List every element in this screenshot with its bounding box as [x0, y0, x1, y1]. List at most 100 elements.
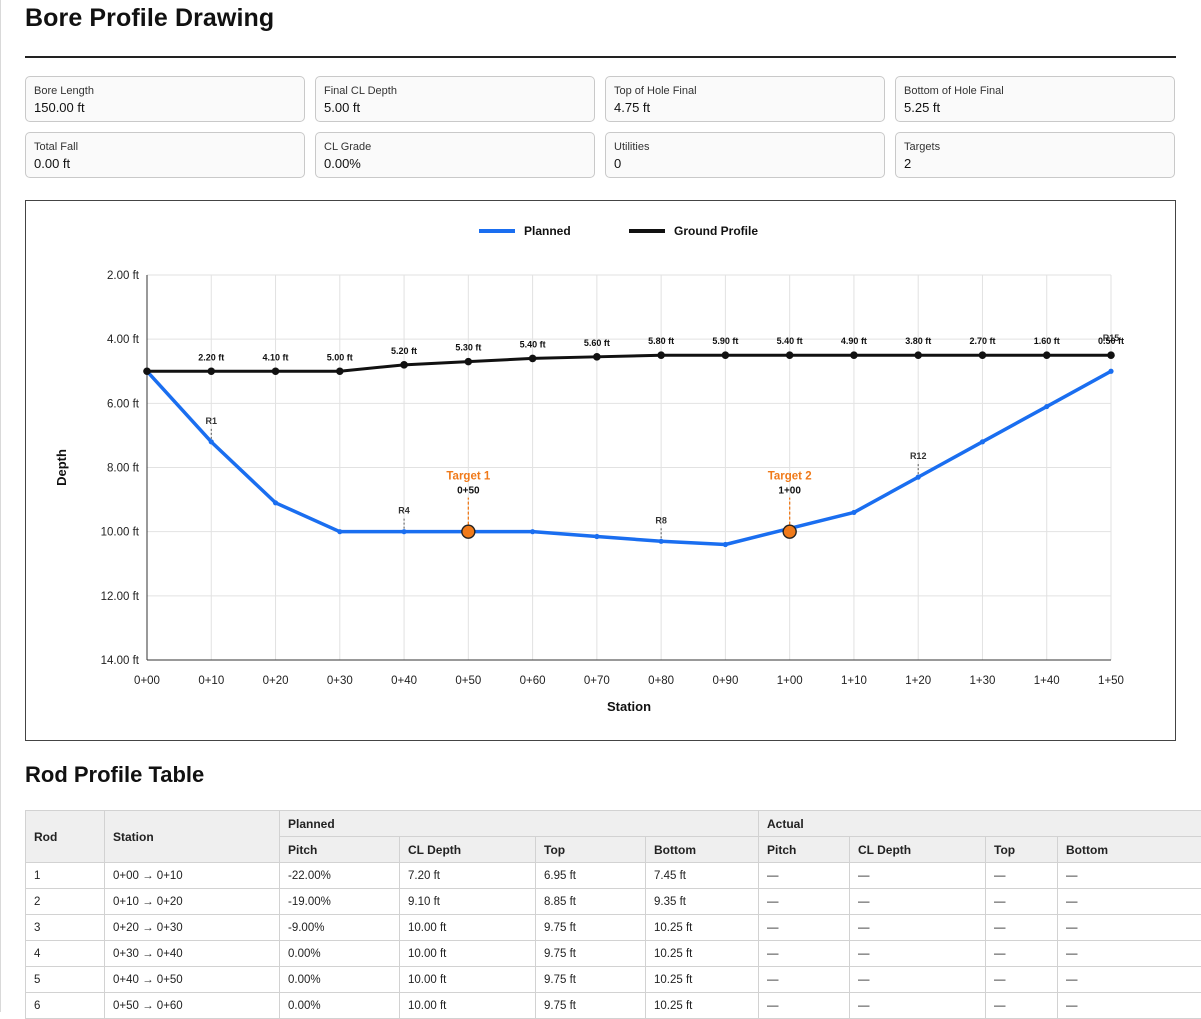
cell-planned-top: 9.75 ft: [536, 967, 646, 993]
y-tick-label: 8.00 ft: [107, 463, 140, 475]
target-marker: [462, 525, 475, 538]
cell-station: 0+30 → 0+40: [105, 941, 280, 967]
cell-planned-bottom: 10.25 ft: [646, 993, 759, 1019]
cell-actual-cl-depth: —: [850, 967, 986, 993]
ground-depth-label: 2.70 ft: [969, 336, 995, 346]
ground-depth-label: 5.60 ft: [584, 338, 610, 348]
ground-profile-point: [657, 351, 665, 359]
header-planned-pitch: Pitch: [280, 837, 400, 863]
x-axis-title: Station: [607, 699, 651, 714]
summary-value: 0.00 ft: [34, 156, 304, 172]
ground-depth-label: 5.90 ft: [712, 336, 738, 346]
ground-depth-label: 4.90 ft: [841, 336, 867, 346]
cell-rod: 3: [26, 915, 105, 941]
ground-profile-point: [272, 367, 280, 375]
cell-rod: 1: [26, 863, 105, 889]
y-tick-label: 10.00 ft: [101, 527, 140, 539]
cell-rod: 6: [26, 993, 105, 1019]
summary-cards: Bore Length 150.00 ft Final CL Depth 5.0…: [25, 76, 1177, 178]
cell-station: 0+00 → 0+10: [105, 863, 280, 889]
planned-point: [1108, 369, 1113, 374]
cell-station: 0+40 → 0+50: [105, 967, 280, 993]
cell-actual-pitch: —: [759, 941, 850, 967]
cell-station: 0+20 → 0+30: [105, 915, 280, 941]
window-left-edge: [0, 0, 1, 1012]
cell-actual-top: —: [986, 889, 1058, 915]
planned-point: [594, 534, 599, 539]
cell-actual-pitch: —: [759, 915, 850, 941]
legend-label: Ground Profile: [674, 224, 758, 238]
x-tick-label: 0+40: [391, 675, 417, 687]
cell-planned-pitch: 0.00%: [280, 967, 400, 993]
target-station-label: 1+00: [778, 486, 801, 497]
cell-actual-cl-depth: —: [850, 863, 986, 889]
cell-planned-bottom: 10.25 ft: [646, 915, 759, 941]
summary-label: Final CL Depth: [324, 85, 594, 98]
cell-rod: 5: [26, 967, 105, 993]
ground-depth-label: 5.40 ft: [777, 336, 803, 346]
planned-point: [851, 510, 856, 515]
cell-planned-cl-depth: 9.10 ft: [400, 889, 536, 915]
ground-depth-label: 1.60 ft: [1034, 336, 1060, 346]
header-actual-pitch: Pitch: [759, 837, 850, 863]
planned-point: [1044, 404, 1049, 409]
cell-rod: 4: [26, 941, 105, 967]
summary-value: 5.25 ft: [904, 100, 1174, 116]
cell-planned-top: 8.85 ft: [536, 889, 646, 915]
legend-label: Planned: [524, 224, 571, 238]
cell-station: 0+50 → 0+60: [105, 993, 280, 1019]
planned-point: [980, 439, 985, 444]
ground-profile-point: [914, 351, 922, 359]
x-tick-label: 1+40: [1034, 675, 1060, 687]
planned-point: [723, 542, 728, 547]
planned-point: [659, 539, 664, 544]
cell-actual-top: —: [986, 967, 1058, 993]
cell-planned-top: 9.75 ft: [536, 915, 646, 941]
cell-planned-cl-depth: 10.00 ft: [400, 915, 536, 941]
cell-rod: 2: [26, 889, 105, 915]
summary-card-total-fall: Total Fall 0.00 ft: [25, 132, 305, 178]
cell-planned-bottom: 7.45 ft: [646, 863, 759, 889]
x-tick-label: 0+20: [263, 675, 289, 687]
header-actual-group: Actual: [759, 811, 1201, 837]
y-tick-label: 14.00 ft: [101, 655, 140, 667]
planned-point: [530, 529, 535, 534]
cell-actual-cl-depth: —: [850, 889, 986, 915]
ground-depth-label: 4.10 ft: [263, 352, 289, 362]
cell-actual-cl-depth: —: [850, 915, 986, 941]
ground-profile-point: [850, 351, 858, 359]
planned-point: [337, 529, 342, 534]
target-name-label: Target 1: [446, 471, 490, 483]
ground-depth-label: 3.80 ft: [905, 336, 931, 346]
header-actual-cl-depth: CL Depth: [850, 837, 986, 863]
cell-planned-pitch: -22.00%: [280, 863, 400, 889]
cell-actual-cl-depth: —: [850, 993, 986, 1019]
cell-planned-pitch: -9.00%: [280, 915, 400, 941]
x-tick-label: 1+30: [970, 675, 996, 687]
ground-profile-line: [147, 355, 1111, 371]
header-planned-bottom: Bottom: [646, 837, 759, 863]
cell-actual-bottom: —: [1058, 915, 1201, 941]
x-tick-label: 0+90: [712, 675, 738, 687]
x-tick-label: 0+70: [584, 675, 610, 687]
header-planned-cl-depth: CL Depth: [400, 837, 536, 863]
ground-profile-point: [1107, 351, 1115, 359]
cell-planned-pitch: -19.00%: [280, 889, 400, 915]
summary-label: Bottom of Hole Final: [904, 85, 1174, 98]
cell-planned-bottom: 10.25 ft: [646, 967, 759, 993]
ground-profile-point: [465, 358, 473, 366]
cell-actual-bottom: —: [1058, 941, 1201, 967]
x-tick-label: 0+50: [455, 675, 481, 687]
x-tick-label: 1+20: [905, 675, 931, 687]
cell-planned-pitch: 0.00%: [280, 941, 400, 967]
summary-card-utilities: Utilities 0: [605, 132, 885, 178]
summary-value: 2: [904, 156, 1174, 172]
ground-profile-point: [786, 351, 794, 359]
ground-profile-point: [143, 367, 151, 375]
summary-label: CL Grade: [324, 141, 594, 154]
rod-profile-table: Rod Station Planned Actual Pitch CL Dept…: [25, 810, 1201, 1019]
cell-planned-cl-depth: 7.20 ft: [400, 863, 536, 889]
cell-station: 0+10 → 0+20: [105, 889, 280, 915]
